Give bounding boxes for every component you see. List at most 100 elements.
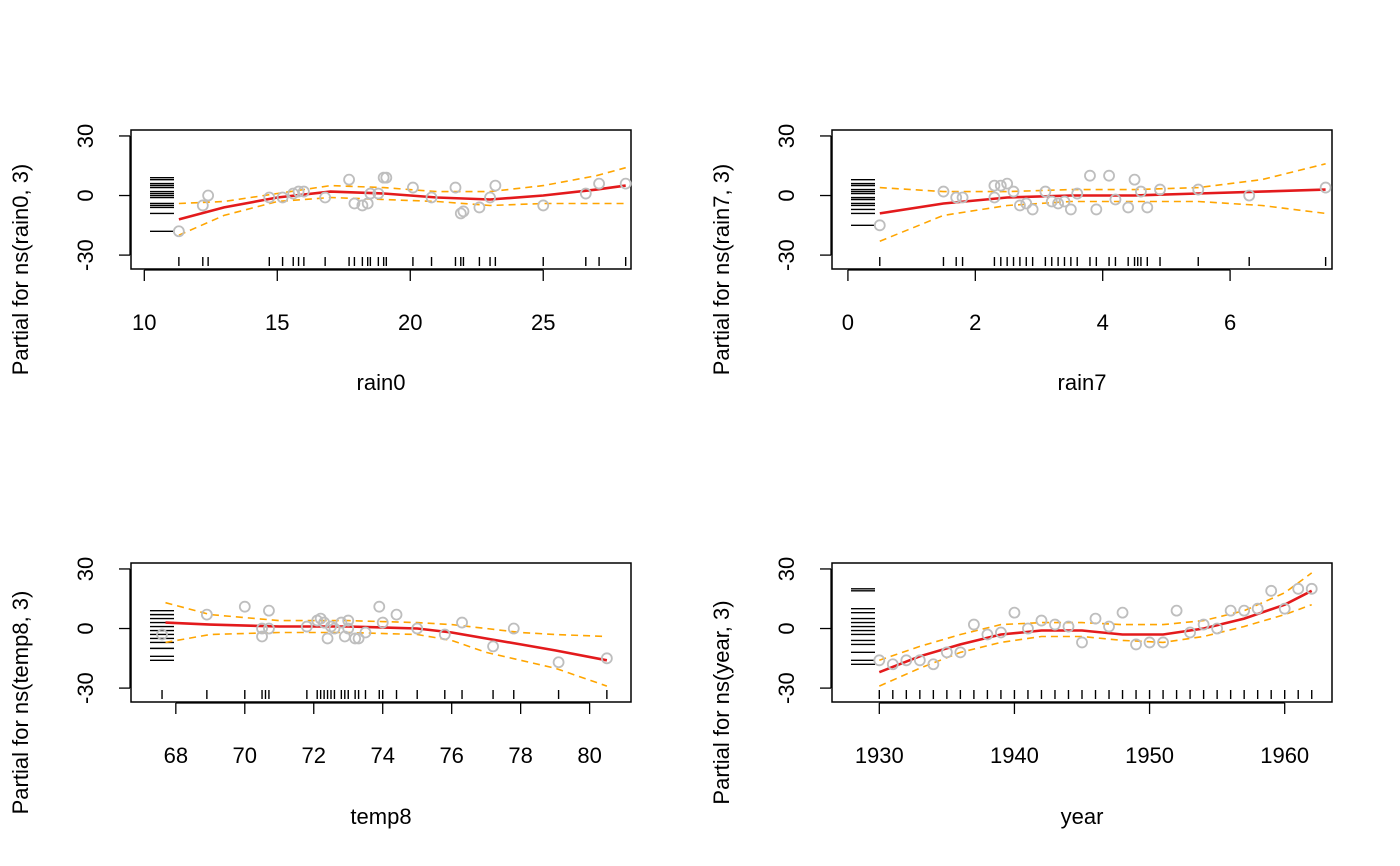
chart-2-point-4: [256, 622, 268, 635]
chart-2-x-tick-label-4: 76: [439, 743, 463, 768]
chart-1-point-28: [1243, 189, 1256, 202]
chart-2-y-tick-label-2: 30: [73, 557, 98, 581]
chart-3-point-16: [1089, 612, 1102, 625]
chart-0-point-6: [292, 185, 305, 198]
chart-3-lower-band: [878, 603, 1312, 687]
chart-0-x-tick-label-0: 10: [132, 310, 156, 335]
chart-0-point-16: [380, 171, 393, 184]
chart-2-point-26: [456, 616, 468, 629]
chart-0-point-20: [454, 207, 467, 220]
chart-1-point-5: [988, 179, 1001, 192]
chart-1-point-20: [1103, 169, 1115, 182]
chart-1-point-24: [1135, 185, 1147, 198]
chart-0-lower-band: [178, 196, 626, 236]
chart-2-plot-frame: [130, 562, 632, 703]
chart-3-point-14: [1062, 620, 1075, 633]
chart-1-point-21: [1109, 193, 1122, 206]
chart-2-point-6: [263, 604, 275, 617]
chart-3-point-2: [900, 654, 913, 667]
panel-rain7: 0 2 4 6 -30 0 30 rain7 Partial for ns(rain7, 3): [709, 124, 1333, 395]
chart-3-point-7: [967, 618, 980, 631]
chart-1-point-3: [956, 191, 969, 204]
chart-0-point-3: [263, 191, 276, 204]
chart-0-plot-frame: [130, 129, 632, 270]
chart-2-point-28: [507, 622, 520, 635]
chart-0-fit-line: [178, 184, 626, 221]
chart-2-point-16: [342, 614, 355, 627]
chart-1-point-18: [1084, 169, 1096, 182]
chart-2-fit-line: [165, 621, 608, 662]
chart-3-fit-line: [878, 589, 1313, 674]
chart-2-y-axis-title: Partial for ns(temp8, 3): [8, 591, 33, 815]
chart-3-point-20: [1143, 636, 1156, 649]
chart-2-x-tick-label-3: 74: [370, 743, 394, 768]
panel-rain0: 10 15 20 25 -30 0 30 rain0 Partial for ns(rain0,…: [8, 124, 632, 395]
chart-0-x-axis-title: rain0: [357, 370, 406, 395]
chart-1-point-27: [1192, 183, 1205, 196]
chart-1-point-19: [1090, 203, 1103, 216]
chart-3-point-21: [1157, 636, 1169, 649]
chart-2-point-1: [200, 608, 213, 621]
chart-0-point-1: [196, 199, 209, 212]
chart-2-point-27: [487, 640, 499, 653]
chart-2-point-24: [411, 622, 424, 635]
chart-3-point-4: [927, 658, 940, 671]
chart-0-point-18: [425, 191, 438, 204]
chart-1-point-7: [1001, 177, 1014, 190]
chart-3-upper-band: [879, 572, 1313, 662]
chart-1-y-tick-label-0: -30: [774, 239, 799, 271]
chart-3-point-6: [954, 646, 967, 659]
chart-3-point-30: [1278, 602, 1291, 615]
chart-2-point-25: [438, 628, 451, 641]
chart-1-plot-frame: [831, 129, 1333, 270]
chart-2-point-14: [335, 616, 348, 629]
chart-2-point-30: [600, 652, 613, 665]
chart-3-point-22: [1170, 604, 1183, 617]
chart-3-point-1: [886, 658, 899, 671]
chart-1-point-8: [1007, 185, 1020, 198]
chart-1-point-12: [1039, 185, 1052, 198]
chart-3-point-32: [1305, 582, 1318, 595]
chart-0-point-8: [319, 191, 332, 204]
chart-2-point-11: [321, 632, 334, 645]
chart-0-x-tick-label-2: 20: [398, 310, 422, 335]
chart-3-point-19: [1130, 638, 1142, 651]
chart-0-point-25: [537, 199, 550, 212]
chart-3-point-13: [1049, 618, 1061, 631]
chart-3-point-28: [1251, 602, 1264, 615]
chart-0-point-11: [356, 199, 369, 212]
chart-0-point-9: [343, 173, 355, 186]
chart-2-point-29: [552, 656, 565, 669]
chart-1-point-15: [1058, 195, 1071, 208]
chart-2-x-tick-label-0: 68: [164, 743, 188, 768]
chart-1-point-0: [873, 219, 886, 232]
chart-1-point-1: [937, 185, 950, 198]
chart-0-x-tick-label-1: 15: [265, 310, 289, 335]
chart-3-x-tick-label-1: 1940: [990, 743, 1039, 768]
chart-2-y-tick-label-0: -30: [73, 672, 98, 704]
chart-2-point-20: [359, 626, 372, 639]
chart-3-point-9: [995, 626, 1007, 639]
chart-2-point-5: [263, 622, 275, 635]
chart-0-point-14: [372, 187, 385, 200]
chart-2-point-7: [300, 620, 313, 633]
chart-0-point-10: [348, 197, 361, 210]
chart-2-point-18: [349, 632, 362, 645]
chart-1-point-6: [994, 179, 1007, 192]
chart-2-point-2: [238, 600, 251, 613]
chart-1-point-4: [988, 191, 1001, 204]
panel-temp8: 68 70 72 74 76 78 80 -30 0 30 temp8 Partial for ns(…: [8, 557, 632, 829]
chart-3-y-tick-label-2: 30: [774, 557, 799, 581]
chart-0-point-0: [172, 225, 185, 238]
chart-3-point-24: [1197, 618, 1210, 631]
chart-0-upper-band: [178, 166, 626, 205]
chart-0-y-tick-label-1: 0: [73, 189, 98, 201]
chart-1-point-16: [1064, 203, 1077, 216]
chart-3-point-29: [1265, 584, 1278, 597]
chart-3-point-18: [1116, 606, 1129, 619]
chart-3-y-tick-label-1: 0: [774, 622, 799, 634]
chart-3-y-tick-label-0: -30: [774, 672, 799, 704]
chart-0-point-13: [364, 187, 377, 200]
chart-1-point-26: [1154, 183, 1166, 196]
